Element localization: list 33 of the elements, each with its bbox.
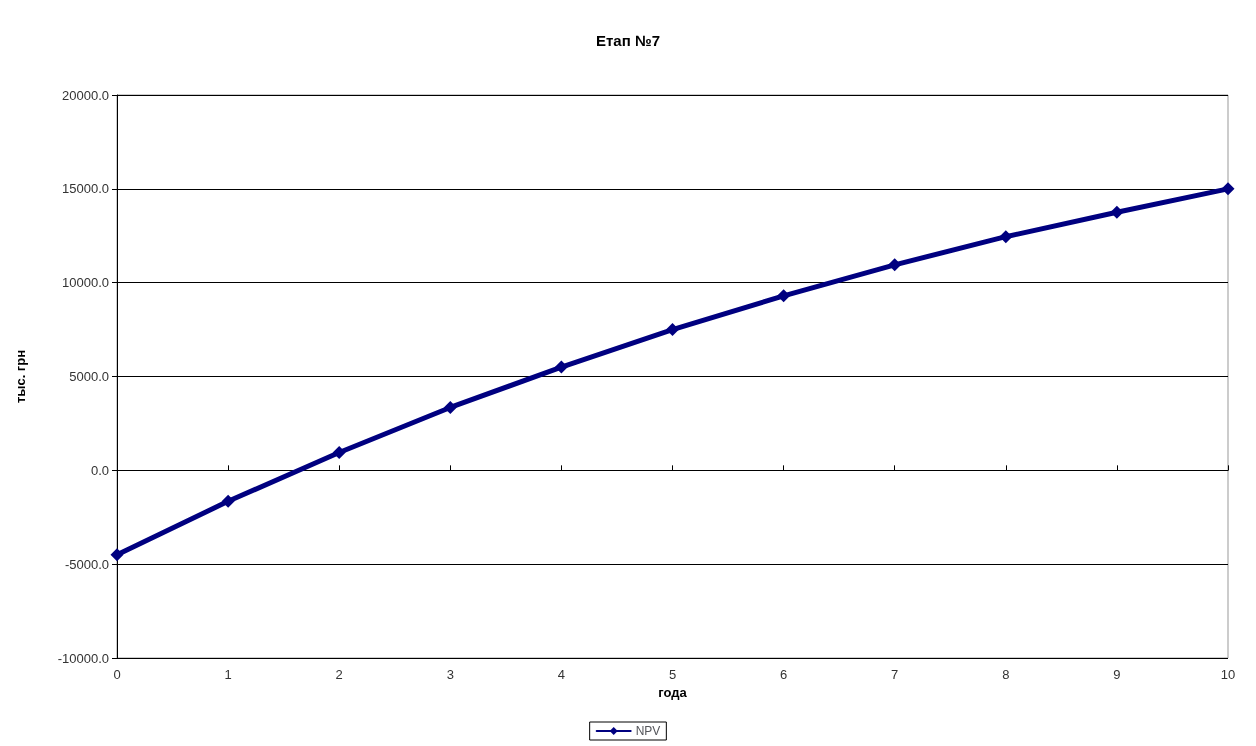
legend-label: NPV [635, 724, 661, 738]
point [999, 230, 1013, 244]
x-tick-label: 2 [335, 667, 343, 682]
point [1221, 182, 1235, 196]
y-tick-label: -10000.0 [57, 650, 109, 666]
y-axis-title: тыс. грн [13, 349, 28, 404]
x-tick-label: 6 [779, 667, 788, 682]
y-tick-label: -5000.0 [64, 556, 109, 572]
y-tick-label: 0.0 [90, 462, 109, 478]
point [1110, 205, 1124, 219]
y-tick-label: 5000.0 [69, 369, 109, 384]
x-axis-title: года [658, 684, 688, 700]
point [332, 446, 346, 460]
x-tick-label: 7 [891, 667, 899, 682]
x-tick-label: 1 [224, 667, 232, 682]
x-tick-label: 0 [113, 667, 121, 682]
y-tick-label: 10000.0 [62, 275, 109, 291]
x-tick-label: 3 [446, 667, 454, 682]
y-tick-label: 20000.0 [62, 87, 109, 103]
x-tick-label: 9 [1113, 667, 1121, 682]
point [110, 548, 124, 562]
point [221, 494, 235, 508]
point [554, 360, 568, 374]
point [443, 400, 457, 414]
point [666, 323, 679, 337]
y-tick-label: 15000.0 [62, 181, 109, 197]
x-tick-label: 8 [1002, 667, 1010, 682]
point [777, 289, 791, 303]
chart-title: Етап №7 [596, 32, 660, 49]
x-tick-label: 4 [557, 667, 566, 682]
x-tick-label: 10 [1220, 667, 1236, 682]
x-tick-label: 5 [668, 667, 677, 682]
point [888, 258, 902, 272]
